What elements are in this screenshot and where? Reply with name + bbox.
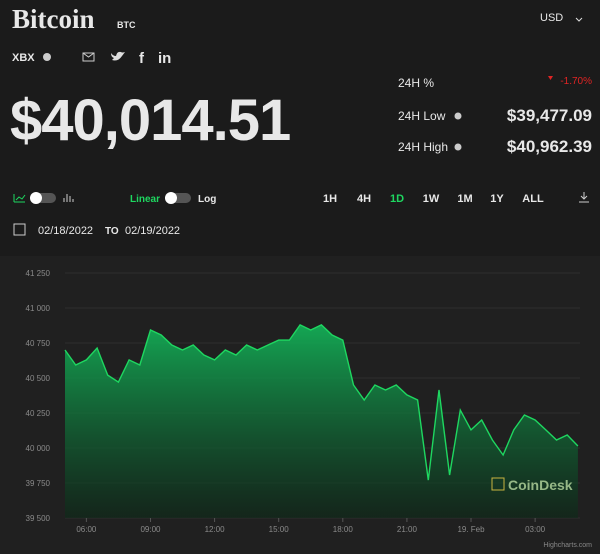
toggle-knob <box>165 192 177 204</box>
x-tick-label: 18:00 <box>333 525 354 534</box>
y-tick-label: 40 250 <box>26 409 51 418</box>
price-line <box>64 324 579 481</box>
dropdown-arrow <box>575 17 583 22</box>
scale-option[interactable]: Linear <box>130 194 160 205</box>
facebook-icon[interactable]: f <box>139 50 145 67</box>
stat-label: 24H High <box>398 140 448 154</box>
range-button[interactable]: 1M <box>457 193 472 205</box>
stat-value: $39,477.09 <box>507 106 592 125</box>
price: $40,014.51 <box>10 88 290 153</box>
stat-value: -1.70% <box>560 76 592 87</box>
x-tick-label: 12:00 <box>205 525 226 534</box>
y-tick-label: 40 000 <box>26 444 51 453</box>
y-tick-label: 41 000 <box>26 304 51 313</box>
y-tick-label: 39 750 <box>26 479 51 488</box>
toggle-knob <box>30 192 42 204</box>
range-button[interactable]: 1H <box>323 193 337 205</box>
watermark-logo <box>491 477 505 491</box>
email-icon[interactable] <box>82 52 95 62</box>
currency-select[interactable]: USD <box>540 12 563 24</box>
info-icon[interactable] <box>43 53 51 61</box>
range-button[interactable]: 1W <box>423 193 440 205</box>
x-tick-label: 21:00 <box>397 525 418 534</box>
x-tick-label: 19. Feb <box>457 525 485 534</box>
credit: Highcharts.com <box>543 542 592 549</box>
coin-symbol: BTC <box>117 20 136 30</box>
range-button[interactable]: 4H <box>357 193 371 205</box>
info-icon[interactable] <box>454 112 462 120</box>
coin-name: Bitcoin <box>12 4 95 34</box>
date-from[interactable]: 02/18/2022 <box>38 225 93 237</box>
y-tick-label: 40 750 <box>26 339 51 348</box>
calendar-icon[interactable] <box>13 223 26 236</box>
stat-value: $40,962.39 <box>507 137 592 156</box>
y-tick-label: 40 500 <box>26 374 51 383</box>
watermark: CoinDesk <box>508 477 573 493</box>
x-tick-label: 03:00 <box>525 525 546 534</box>
area-chart-icon[interactable] <box>13 194 26 203</box>
x-tick-label: 06:00 <box>76 525 97 534</box>
y-tick-label: 41 250 <box>26 269 51 278</box>
candle-icon[interactable] <box>63 194 74 202</box>
stat-label: 24H % <box>398 76 434 90</box>
x-tick-label: 15:00 <box>269 525 290 534</box>
y-tick-label: 39 500 <box>26 514 51 523</box>
date-to[interactable]: 02/19/2022 <box>125 225 180 237</box>
range-button[interactable]: 1D <box>390 193 404 205</box>
info-icon[interactable] <box>454 143 462 151</box>
range-button[interactable]: 1Y <box>490 193 504 205</box>
download-icon[interactable] <box>579 192 589 203</box>
twitter-icon[interactable] <box>111 51 125 61</box>
down-arrow <box>548 76 553 80</box>
email-flap <box>82 52 95 58</box>
linkedin-icon[interactable]: in <box>158 50 171 67</box>
stat-label: 24H Low <box>398 109 446 123</box>
price-area <box>65 324 578 518</box>
date-separator: TO <box>105 226 119 237</box>
scale-option[interactable]: Log <box>198 194 216 205</box>
ticker: XBX <box>12 52 35 64</box>
x-tick-label: 09:00 <box>140 525 161 534</box>
range-button[interactable]: ALL <box>522 193 544 205</box>
